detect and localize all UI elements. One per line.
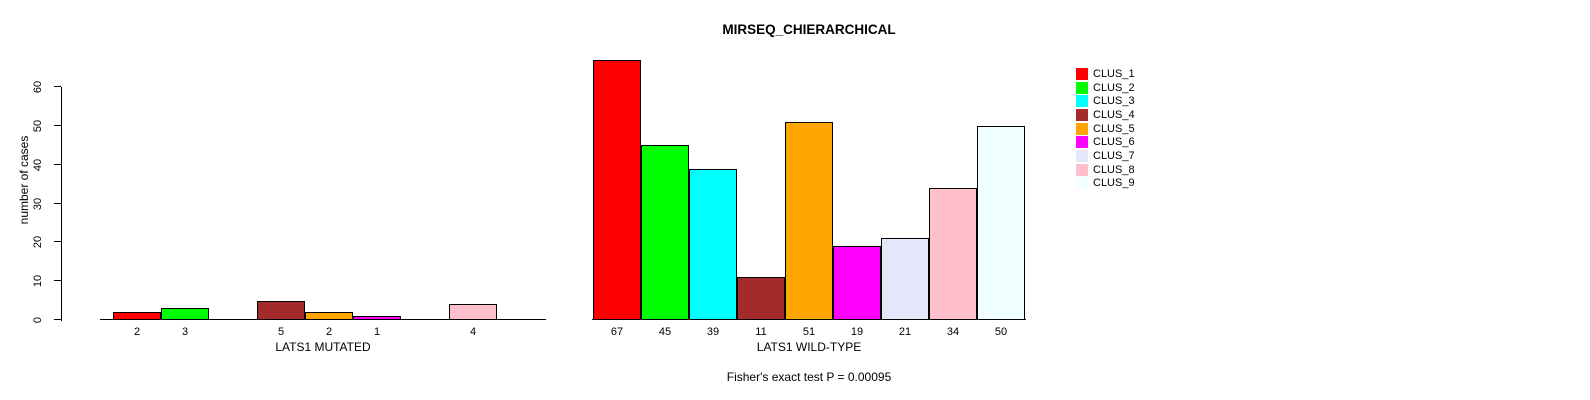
bar-clus_4-mutated — [257, 301, 305, 320]
bar-clus_5-mutated — [305, 312, 353, 320]
legend-label: CLUS_9 — [1093, 177, 1135, 190]
legend-item-clus_3: CLUS_3 — [1076, 94, 1135, 108]
y-tick-label: 20 — [32, 236, 44, 249]
legend: CLUS_1 CLUS_2 CLUS_3 CLUS_4 CLUS_5 CLUS_6 CLUS… — [1076, 67, 1135, 190]
bar-value-label: 4 — [469, 326, 477, 338]
bar-value-label: 34 — [946, 326, 960, 338]
legend-item-clus_5: CLUS_5 — [1076, 122, 1135, 136]
y-tick-label: 60 — [32, 80, 44, 94]
y-tick — [54, 319, 61, 320]
legend-swatch — [1076, 67, 1088, 80]
y-tick-label: 40 — [32, 158, 44, 171]
bar-value-label: 3 — [181, 326, 189, 338]
legend-swatch — [1076, 136, 1088, 149]
legend-label: CLUS_7 — [1093, 149, 1135, 162]
legend-item-clus_4: CLUS_4 — [1076, 108, 1135, 122]
bar-clus_8-wildtype — [929, 188, 977, 320]
bar-clus_4-wildtype — [737, 277, 785, 320]
bar-clus_8-mutated — [449, 304, 497, 320]
bar-clus_6-wildtype — [833, 246, 881, 320]
bar-value-label: 5 — [277, 326, 285, 338]
bar-clus_3-wildtype — [689, 169, 737, 320]
legend-item-clus_1: CLUS_1 — [1076, 67, 1135, 81]
chart-title: MIRSEQ_CHIERARCHICAL — [722, 22, 896, 37]
bar-value-label: 51 — [802, 326, 816, 338]
legend-label: CLUS_8 — [1093, 163, 1135, 176]
y-tick — [54, 86, 61, 88]
x-axis-title-mutated: LATS1 MUTATED — [275, 340, 371, 354]
bar-value-label: 2 — [325, 326, 333, 338]
legend-item-clus_7: CLUS_7 — [1076, 149, 1135, 163]
legend-label: CLUS_5 — [1093, 122, 1135, 135]
bar-value-label: 19 — [850, 326, 864, 338]
legend-label: CLUS_2 — [1093, 81, 1135, 94]
fisher-test-note: Fisher's exact test P = 0.00095 — [726, 370, 892, 384]
bar-value-label: 39 — [706, 326, 720, 338]
bar-value-label: 50 — [994, 326, 1008, 338]
legend-swatch — [1076, 163, 1088, 176]
bar-value-label: 45 — [658, 326, 672, 338]
legend-label: CLUS_6 — [1093, 136, 1135, 149]
legend-item-clus_6: CLUS_6 — [1076, 135, 1135, 149]
y-tick — [54, 163, 61, 165]
y-tick-label: 0 — [32, 316, 44, 324]
legend-item-clus_8: CLUS_8 — [1076, 163, 1135, 177]
bar-clus_6-mutated — [353, 316, 401, 320]
legend-swatch — [1076, 122, 1088, 135]
bar-clus_5-wildtype — [785, 122, 833, 320]
y-tick-label: 50 — [32, 119, 44, 132]
y-axis-label: number of cases — [17, 135, 31, 225]
bar-clus_2-mutated — [161, 308, 209, 320]
legend-swatch — [1076, 81, 1088, 94]
bar-value-label: 1 — [373, 326, 381, 338]
y-tick — [54, 124, 61, 126]
bar-clus_7-wildtype — [881, 238, 929, 320]
y-axis-line — [61, 87, 62, 321]
y-tick — [54, 202, 61, 204]
y-tick — [54, 280, 61, 282]
legend-item-clus_9: CLUS_9 — [1076, 177, 1135, 191]
legend-item-clus_2: CLUS_2 — [1076, 81, 1135, 95]
x-axis-title-wildtype: LATS1 WILD-TYPE — [756, 340, 862, 354]
bar-clus_1-wildtype — [593, 60, 641, 320]
legend-swatch — [1076, 108, 1088, 121]
legend-label: CLUS_4 — [1093, 108, 1135, 121]
y-tick-label: 10 — [32, 275, 44, 288]
bar-clus_2-wildtype — [641, 145, 689, 320]
legend-label: CLUS_3 — [1093, 95, 1135, 108]
bar-value-label: 21 — [898, 326, 912, 338]
y-tick-label: 30 — [32, 197, 44, 210]
bar-clus_1-mutated — [113, 312, 161, 320]
legend-swatch — [1076, 95, 1088, 108]
bar-value-label: 11 — [755, 326, 767, 338]
legend-label: CLUS_1 — [1093, 67, 1135, 80]
y-tick — [54, 241, 61, 243]
bar-value-label: 2 — [133, 326, 141, 338]
bar-clus_9-wildtype — [977, 126, 1025, 320]
bar-value-label: 67 — [610, 326, 624, 338]
legend-swatch — [1076, 149, 1088, 162]
legend-swatch — [1076, 177, 1088, 190]
